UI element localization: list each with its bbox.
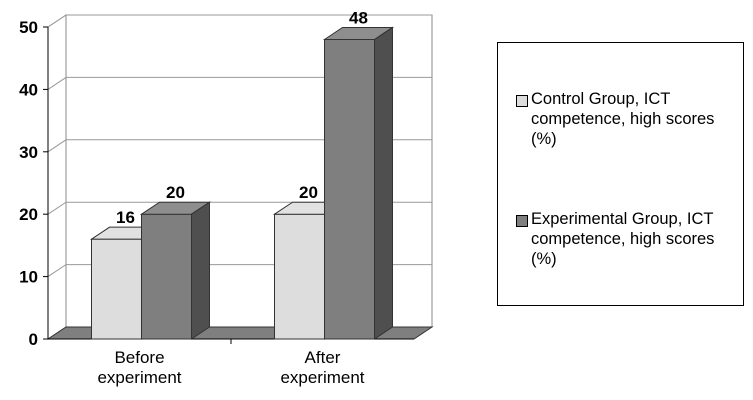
legend-label-control: Control Group, ICT competence, high scor…: [531, 90, 715, 148]
bar-side: [191, 201, 210, 340]
bar-front: [141, 213, 192, 340]
gridline: [47, 139, 432, 153]
y-tick-label: 20: [19, 205, 38, 224]
y-tick-label: 0: [29, 330, 38, 349]
legend-swatch-control: [516, 95, 528, 107]
chart-legend: Control Group, ICT competence, high scor…: [497, 42, 744, 306]
x-category-label: After experiment: [280, 348, 364, 387]
y-tick-label: 40: [19, 80, 38, 99]
bars: [89, 26, 395, 340]
legend-label-experimental: Experimental Group, ICT competence, high…: [531, 210, 715, 268]
y-tick-label: 50: [19, 18, 38, 37]
gridline: [47, 76, 432, 90]
data-label: 16: [116, 208, 135, 227]
x-category-label: Before experiment: [97, 348, 181, 387]
legend-item-control: Control Group, ICT competence, high scor…: [516, 89, 731, 149]
data-label: 20: [166, 183, 185, 202]
data-labels: 16 20 20 48: [116, 8, 368, 227]
data-label: 20: [299, 183, 318, 202]
bar: [322, 26, 395, 340]
bar-front: [274, 213, 325, 340]
y-tick-label: 10: [19, 268, 38, 287]
bar-chart: 0 10 20 30 40 50 Before experiment After experim…: [19, 8, 434, 387]
gridline: [47, 14, 432, 28]
bar: [139, 201, 212, 340]
legend-swatch-experimental: [516, 215, 528, 227]
legend-item-experimental: Experimental Group, ICT competence, high…: [516, 209, 731, 269]
data-label: 48: [349, 8, 368, 27]
y-tick-label: 30: [19, 143, 38, 162]
bar-front: [324, 38, 375, 340]
bar-side: [374, 26, 393, 340]
side-wall: [47, 14, 67, 340]
bar-front: [91, 238, 142, 340]
y-axis-ticks: 0 10 20 30 40 50: [19, 18, 49, 349]
x-axis-categories: Before experiment After experiment: [97, 339, 365, 387]
